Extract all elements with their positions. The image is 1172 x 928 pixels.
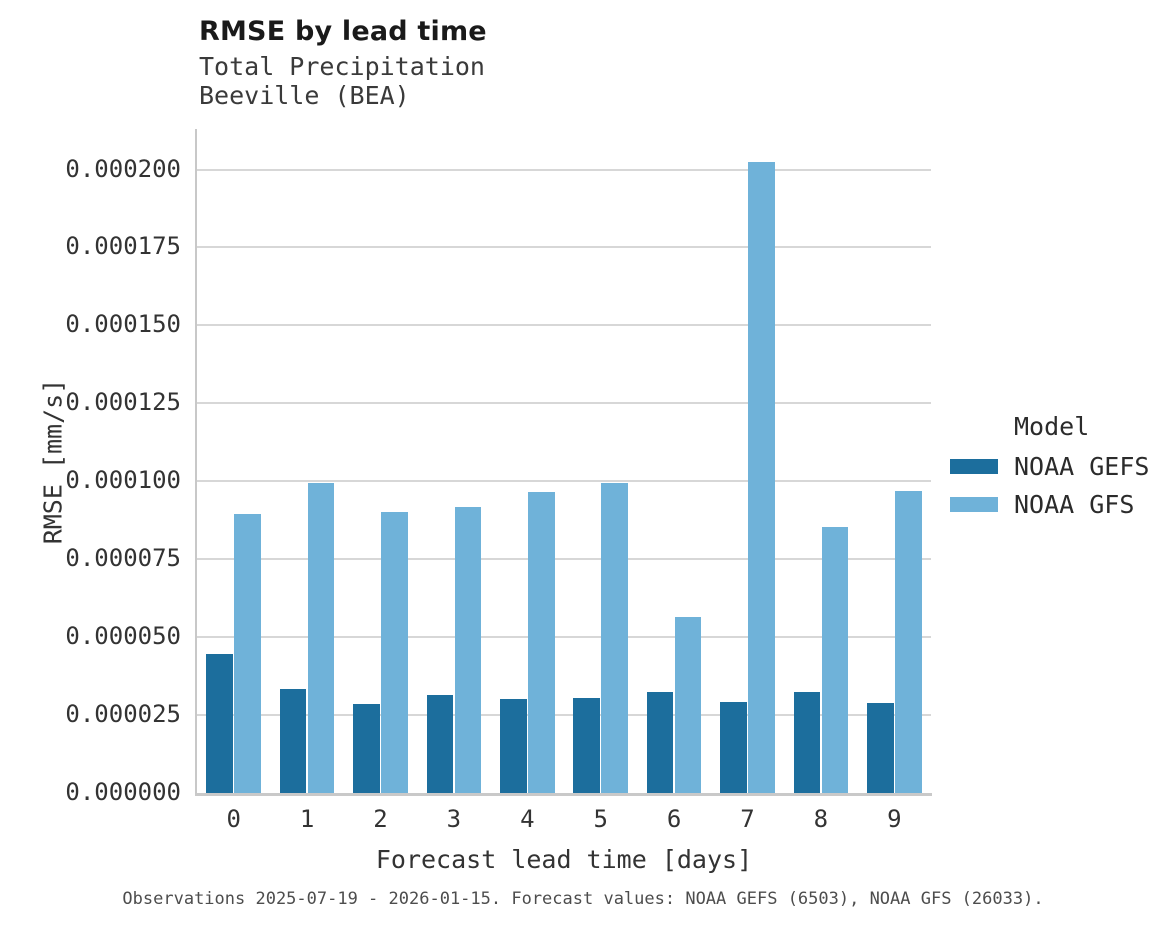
x-tick-label: 9 (887, 805, 902, 833)
x-axis-title: Forecast lead time [days] (375, 845, 753, 874)
gridline (197, 168, 931, 171)
gridline (197, 636, 931, 639)
y-tick-label: 0.000075 (65, 544, 181, 573)
bar-noaa-gfs-day-3 (454, 507, 482, 793)
x-tick-label: 1 (299, 805, 315, 833)
x-tick-label: 0 (226, 805, 241, 833)
bar-noaa-gefs-day-0 (206, 654, 233, 793)
y-axis-spine (195, 129, 197, 795)
y-tick-label: 0.000200 (65, 154, 181, 183)
bar-noaa-gfs-day-9 (895, 490, 922, 793)
bar-noaa-gefs-day-2 (353, 703, 380, 793)
subtitle-line-2: Beeville (BEA) (199, 81, 410, 110)
x-tick-label: 2 (373, 805, 388, 833)
chart-subtitle: Total Precipitation Beeville (BEA) (199, 52, 485, 110)
x-tick-label: 6 (666, 805, 682, 833)
bar-noaa-gefs-day-7 (720, 701, 747, 793)
bar-noaa-gefs-day-6 (646, 692, 674, 793)
legend-swatch-noaa-gefs (950, 458, 998, 474)
chart-title: RMSE by lead time (199, 16, 487, 47)
bar-noaa-gfs-day-0 (234, 514, 261, 793)
bar-noaa-gefs-day-3 (426, 695, 454, 793)
x-tick-label: 5 (593, 805, 608, 833)
gridline (197, 480, 931, 483)
y-axis-title: RMSE [mm/s] (38, 378, 68, 545)
x-tick-label: 3 (446, 805, 462, 833)
legend-entry-noaa-gefs: NOAA GEFS (950, 451, 1149, 481)
x-tick-label: 7 (740, 805, 755, 833)
gridline (197, 402, 931, 405)
x-tick-label: 4 (520, 805, 535, 833)
bar-noaa-gfs-day-6 (674, 616, 702, 793)
legend-label-noaa-gefs: NOAA GEFS (1014, 451, 1150, 481)
legend-swatch-noaa-gfs (950, 496, 998, 512)
plot-area (195, 129, 932, 796)
legend: Model NOAA GEFS NOAA GFS (950, 412, 1149, 527)
y-tick-label: 0.000050 (65, 622, 181, 651)
bar-noaa-gfs-day-4 (528, 491, 555, 793)
y-tick-label: 0.000175 (65, 232, 181, 261)
y-tick-label: 0.000025 (65, 700, 181, 729)
bar-noaa-gefs-day-4 (500, 698, 527, 793)
bar-noaa-gefs-day-9 (867, 702, 894, 793)
bar-noaa-gfs-day-5 (601, 482, 628, 793)
y-tick-label: 0.000100 (65, 466, 181, 495)
caption: Observations 2025-07-19 - 2026-01-15. Fo… (122, 889, 1044, 909)
y-tick-label: 0.000125 (65, 388, 181, 417)
gridline (197, 714, 931, 717)
bar-noaa-gefs-day-1 (279, 689, 307, 793)
legend-entry-noaa-gfs: NOAA GFS (950, 489, 1149, 519)
y-tick-label: 0.000150 (65, 310, 181, 339)
bar-noaa-gfs-day-7 (748, 162, 775, 793)
gridline (197, 246, 931, 249)
bar-noaa-gfs-day-2 (381, 512, 408, 793)
subtitle-line-1: Total Precipitation (199, 52, 485, 81)
bar-noaa-gefs-day-5 (573, 698, 600, 793)
legend-label-noaa-gfs: NOAA GFS (1014, 489, 1135, 519)
bar-noaa-gfs-day-1 (307, 483, 335, 793)
x-tick-label: 8 (813, 805, 829, 833)
legend-title: Model (1014, 412, 1090, 441)
gridline (197, 324, 931, 327)
bar-noaa-gefs-day-8 (793, 691, 821, 793)
y-tick-label: 0.000000 (65, 778, 181, 806)
gridline (197, 558, 931, 561)
x-axis-spine (195, 793, 932, 796)
bar-noaa-gfs-day-8 (821, 527, 849, 793)
